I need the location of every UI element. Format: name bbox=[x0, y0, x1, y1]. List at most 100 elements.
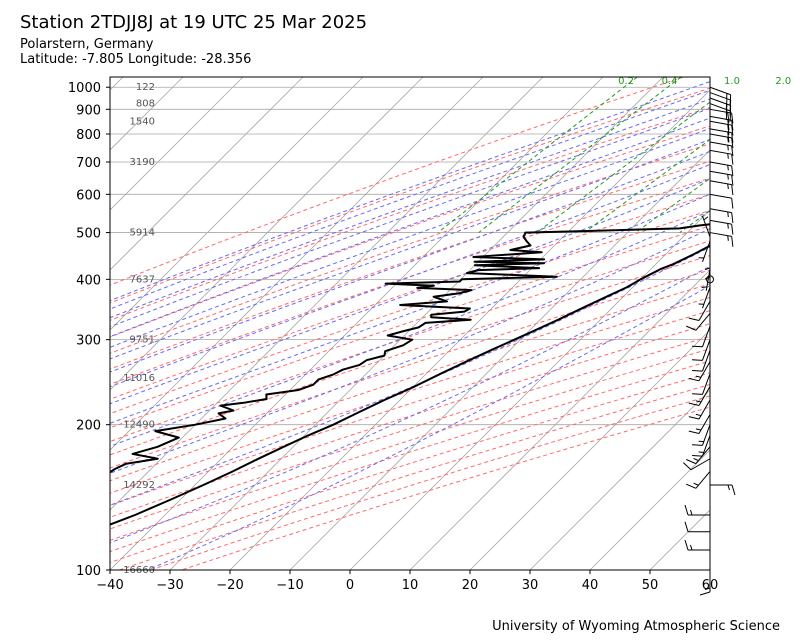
moist-adiabat-line bbox=[110, 178, 710, 405]
y-tick-label: 700 bbox=[76, 156, 101, 171]
wind-barb bbox=[698, 287, 711, 309]
dry-adiabat-line bbox=[110, 310, 710, 506]
dewpoint-profile bbox=[110, 223, 710, 474]
moist-adiabat-lines bbox=[110, 81, 710, 570]
y-tick-label: 600 bbox=[76, 188, 101, 203]
wind-barb bbox=[688, 414, 711, 434]
mixing-ratio-line bbox=[679, 210, 710, 234]
y-tick-label: 400 bbox=[76, 273, 101, 288]
isotherm-line bbox=[409, 269, 710, 570]
wind-barb bbox=[698, 240, 711, 262]
isotherm-line bbox=[709, 569, 710, 570]
moist-adiabat-line bbox=[110, 98, 710, 319]
wind-barb bbox=[709, 219, 734, 235]
x-tick-label: −10 bbox=[276, 578, 303, 593]
x-tick-label: 30 bbox=[522, 578, 539, 593]
sounding-profiles bbox=[110, 223, 710, 526]
isobar-lines bbox=[110, 86, 710, 426]
wind-barb bbox=[688, 361, 711, 382]
mixing-ratio-line bbox=[437, 77, 638, 233]
y-tick-label: 200 bbox=[76, 419, 101, 434]
y-tick-label: 500 bbox=[76, 227, 101, 242]
moist-adiabat-line bbox=[110, 150, 710, 373]
wind-barb bbox=[706, 275, 714, 284]
wind-barb bbox=[684, 521, 710, 533]
x-tick-label: 40 bbox=[582, 578, 599, 593]
mixing-ratio-line bbox=[708, 231, 710, 234]
isotherm-line bbox=[110, 77, 424, 391]
mixing-ratio-label: 2.0 bbox=[775, 76, 791, 87]
dry-adiabat-line bbox=[110, 323, 710, 518]
isotherm-line bbox=[110, 77, 484, 451]
isotherm-line bbox=[0, 77, 63, 570]
moist-adiabat-line bbox=[110, 193, 710, 424]
height-label: 9751 bbox=[130, 335, 155, 346]
moist-adiabat-line bbox=[110, 227, 710, 474]
wind-barb bbox=[709, 108, 734, 124]
wind-barb bbox=[702, 215, 711, 237]
wind-barb bbox=[701, 269, 711, 291]
wind-barb bbox=[688, 301, 711, 321]
isotherm-lines bbox=[0, 77, 710, 570]
y-tick-label: 900 bbox=[76, 103, 101, 118]
isotherm-line bbox=[0, 77, 3, 570]
mixing-ratio-label: 1.0 bbox=[724, 76, 740, 87]
station-location: Polarstern, Germany bbox=[20, 37, 154, 52]
dry-adiabat-lines bbox=[110, 77, 710, 570]
isotherm-line bbox=[349, 209, 710, 570]
chart-title: Station 2TDJJ8J at 19 UTC 25 Mar 2025 bbox=[20, 12, 368, 33]
dry-adiabat-line bbox=[110, 177, 710, 385]
isotherm-line bbox=[110, 77, 544, 511]
wind-barb bbox=[709, 180, 734, 196]
mixing-ratio-line bbox=[786, 77, 800, 233]
wind-barb bbox=[686, 313, 711, 331]
wind-barb bbox=[710, 484, 736, 496]
x-tick-label: 0 bbox=[346, 578, 354, 593]
mixing-ratio-lines bbox=[437, 77, 800, 234]
x-tick-label: −30 bbox=[156, 578, 183, 593]
wind-barb bbox=[709, 120, 734, 136]
y-axis-ticks: 100 200 300 400 500 600 700 800 900 1000 bbox=[68, 81, 110, 579]
y-tick-label: 800 bbox=[76, 128, 101, 143]
mixing-ratio-line bbox=[584, 138, 710, 233]
dry-adiabat-line bbox=[110, 372, 710, 564]
mixing-ratio-labels: 0.20.41.02.04.07.010.016.024.032.0 bbox=[618, 76, 791, 87]
isotherm-line bbox=[589, 449, 710, 570]
dry-adiabat-line bbox=[110, 143, 710, 354]
wind-barb bbox=[692, 424, 711, 446]
wind-barbs bbox=[683, 86, 736, 596]
source-credit: University of Wyoming Atmospheric Scienc… bbox=[492, 619, 780, 634]
x-tick-label: 50 bbox=[642, 578, 659, 593]
moist-adiabat-line bbox=[110, 89, 710, 310]
moist-adiabat-line bbox=[110, 127, 710, 348]
moist-adiabat-line bbox=[110, 246, 710, 506]
x-tick-label: 10 bbox=[402, 578, 419, 593]
moist-adiabat-line bbox=[110, 138, 710, 360]
y-tick-label: 1000 bbox=[68, 81, 101, 96]
moist-adiabat-line bbox=[110, 163, 710, 388]
wind-barb bbox=[692, 435, 711, 457]
dry-adiabat-line bbox=[110, 269, 710, 469]
isotherm-line bbox=[110, 77, 124, 91]
isotherm-line bbox=[649, 509, 710, 570]
wind-barb bbox=[709, 193, 734, 209]
wind-barb bbox=[709, 133, 734, 149]
height-label: 5914 bbox=[130, 228, 155, 239]
temperature-profile bbox=[110, 244, 710, 526]
dry-adiabat-line bbox=[110, 225, 710, 429]
dry-adiabat-line bbox=[110, 160, 710, 370]
y-tick-label: 300 bbox=[76, 334, 101, 349]
wind-barb bbox=[699, 570, 711, 596]
moist-adiabat-line bbox=[110, 210, 710, 447]
wind-barb bbox=[686, 471, 711, 489]
wind-barb bbox=[692, 339, 711, 361]
dry-adiabat-line bbox=[110, 296, 710, 494]
isotherm-line bbox=[110, 77, 244, 211]
dry-adiabat-line bbox=[110, 125, 710, 338]
isotherm-line bbox=[529, 389, 710, 570]
mixing-ratio-line bbox=[478, 77, 682, 233]
height-label: 7637 bbox=[130, 274, 155, 285]
dry-adiabat-line bbox=[110, 106, 710, 321]
wind-barb bbox=[709, 232, 734, 247]
